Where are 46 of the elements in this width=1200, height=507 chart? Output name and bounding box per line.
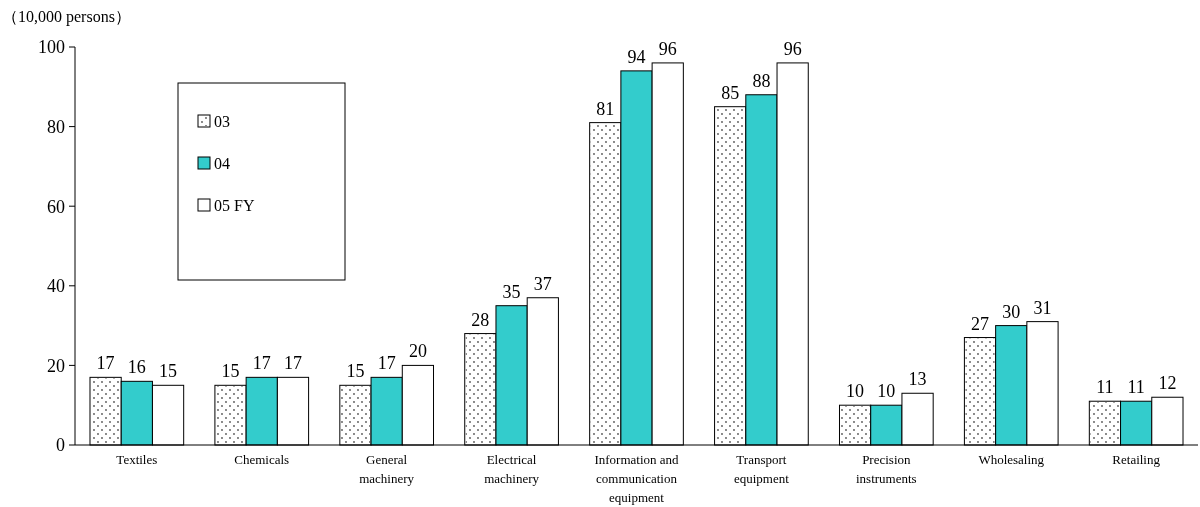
y-tick-label: 80 xyxy=(47,116,65,137)
y-tick-label: 100 xyxy=(38,37,65,58)
data-label: 15 xyxy=(159,361,178,382)
data-label: 12 xyxy=(1158,373,1177,394)
x-tick-label: Chemicals xyxy=(234,452,290,467)
data-label: 96 xyxy=(658,38,677,59)
x-tick-label: General machinery xyxy=(359,452,415,486)
y-axis-title: （10,000 persons） xyxy=(2,8,131,26)
data-label: 13 xyxy=(908,369,927,390)
data-label: 17 xyxy=(283,353,302,374)
data-label: 10 xyxy=(846,381,865,402)
data-label: 85 xyxy=(721,82,740,103)
x-tick-label: Textiles xyxy=(116,452,158,467)
data-label: 96 xyxy=(783,38,802,59)
x-tick-label: Precision instruments xyxy=(856,452,917,486)
data-label: 28 xyxy=(471,309,490,330)
data-label: 31 xyxy=(1033,297,1052,318)
data-label: 37 xyxy=(533,273,552,294)
data-label: 17 xyxy=(252,353,271,374)
x-tick-label: Transport equipment xyxy=(733,452,790,486)
y-tick-label: 20 xyxy=(47,355,65,376)
y-tick-label: 60 xyxy=(47,196,65,217)
x-tick-label: Electrical machinery xyxy=(484,452,540,486)
data-label: 30 xyxy=(1002,301,1021,322)
data-label: 17 xyxy=(377,353,396,374)
data-label: 17 xyxy=(96,353,115,374)
x-tick-label: Wholesaling xyxy=(978,452,1045,467)
data-label: 10 xyxy=(877,381,896,402)
legend-label: 04 xyxy=(214,154,230,172)
x-tick-label: Information and communication equipment xyxy=(594,452,680,505)
data-label: 20 xyxy=(408,341,427,362)
data-label: 15 xyxy=(346,361,365,382)
data-label: 94 xyxy=(627,46,646,67)
legend-label: 03 xyxy=(214,112,230,130)
data-label: 15 xyxy=(221,361,240,382)
y-tick-label: 0 xyxy=(56,435,65,456)
x-tick-label: Retailing xyxy=(1112,452,1161,467)
data-label: 35 xyxy=(502,281,521,302)
data-label: 81 xyxy=(596,98,615,119)
data-label: 88 xyxy=(752,70,771,91)
data-label: 27 xyxy=(971,313,990,334)
data-label: 16 xyxy=(127,357,146,378)
data-label: 11 xyxy=(1127,377,1145,398)
y-tick-label: 40 xyxy=(47,276,65,297)
legend-label: 05 FY xyxy=(214,196,255,214)
data-label: 11 xyxy=(1096,377,1114,398)
